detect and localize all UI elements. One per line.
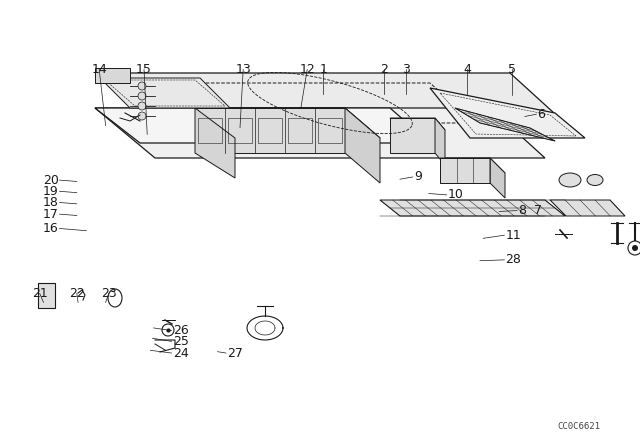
Circle shape <box>138 92 146 100</box>
Text: 3: 3 <box>403 63 410 76</box>
Polygon shape <box>440 158 505 173</box>
Text: 4: 4 <box>463 63 471 76</box>
Text: 10: 10 <box>448 188 464 202</box>
Text: 28: 28 <box>506 253 522 267</box>
Text: 9: 9 <box>415 170 422 184</box>
Polygon shape <box>100 78 230 108</box>
Polygon shape <box>38 283 55 308</box>
Polygon shape <box>195 108 380 138</box>
Polygon shape <box>100 73 565 123</box>
Text: 20: 20 <box>43 173 59 187</box>
Text: 21: 21 <box>32 287 47 300</box>
Polygon shape <box>195 108 380 138</box>
Text: 16: 16 <box>43 222 59 235</box>
Polygon shape <box>345 108 380 183</box>
Circle shape <box>138 102 146 110</box>
Text: 2: 2 <box>380 63 388 76</box>
Text: 22: 22 <box>69 287 84 300</box>
Text: 11: 11 <box>506 228 522 242</box>
Polygon shape <box>435 118 445 165</box>
Text: 25: 25 <box>173 335 189 348</box>
Polygon shape <box>390 118 445 130</box>
Polygon shape <box>390 118 435 153</box>
Text: 5: 5 <box>508 63 516 76</box>
Polygon shape <box>95 108 430 143</box>
Text: 23: 23 <box>101 287 116 300</box>
Ellipse shape <box>559 173 581 187</box>
Circle shape <box>138 82 146 90</box>
Polygon shape <box>95 68 130 83</box>
Polygon shape <box>195 108 235 178</box>
Text: 12: 12 <box>300 63 315 76</box>
Polygon shape <box>490 158 505 198</box>
Text: 13: 13 <box>236 63 251 76</box>
Text: 6: 6 <box>538 108 545 121</box>
Text: 8: 8 <box>518 204 527 217</box>
Polygon shape <box>95 108 545 158</box>
Text: 26: 26 <box>173 324 189 337</box>
Text: 24: 24 <box>173 346 189 360</box>
Text: 19: 19 <box>43 185 59 198</box>
Polygon shape <box>380 200 565 216</box>
Text: 7: 7 <box>534 204 543 217</box>
Circle shape <box>632 245 638 251</box>
Polygon shape <box>440 158 490 183</box>
Text: 1: 1 <box>319 63 327 76</box>
Text: 18: 18 <box>43 196 59 209</box>
Text: 14: 14 <box>92 63 107 76</box>
Text: CC0C6621: CC0C6621 <box>557 422 600 431</box>
Polygon shape <box>455 108 555 141</box>
Polygon shape <box>195 108 345 153</box>
Text: 15: 15 <box>136 63 152 76</box>
Polygon shape <box>430 88 585 138</box>
Polygon shape <box>550 200 625 216</box>
Text: 27: 27 <box>227 346 243 360</box>
Ellipse shape <box>587 175 603 185</box>
Circle shape <box>138 112 146 120</box>
Text: 17: 17 <box>43 207 59 221</box>
